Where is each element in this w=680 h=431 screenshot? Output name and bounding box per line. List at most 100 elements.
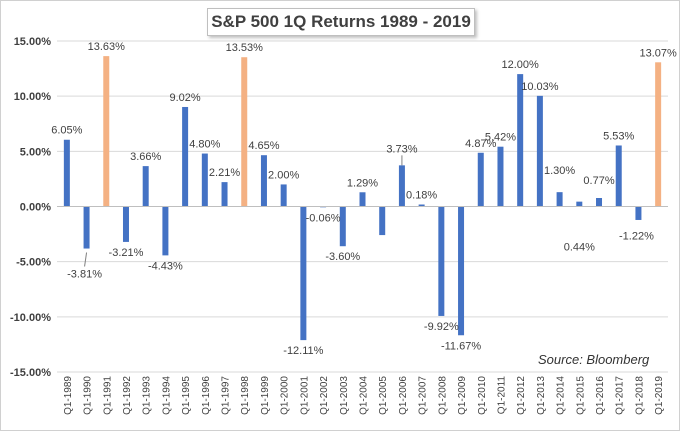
x-tick-label: Q1-2013 bbox=[536, 376, 547, 415]
data-label: 13.63% bbox=[88, 41, 126, 53]
source-note: Source: Bloomberg bbox=[538, 352, 650, 367]
x-tick-label: Q1-1997 bbox=[221, 376, 232, 415]
x-tick-label: Q1-2005 bbox=[378, 376, 389, 415]
data-label: -11.67% bbox=[441, 340, 481, 352]
x-tick-label: Q1-2007 bbox=[418, 376, 429, 415]
data-label: -4.43% bbox=[148, 260, 183, 272]
x-tick-label: Q1-1991 bbox=[102, 376, 113, 415]
bar bbox=[477, 152, 484, 207]
x-tick-label: Q1-2009 bbox=[457, 376, 468, 415]
data-label: -12.11% bbox=[283, 345, 323, 357]
bar bbox=[398, 165, 405, 207]
y-tick-label: -10.00% bbox=[10, 312, 51, 324]
bar bbox=[655, 62, 662, 207]
bar bbox=[241, 57, 248, 207]
data-label: 2.21% bbox=[209, 167, 240, 179]
y-tick-label: -5.00% bbox=[16, 257, 51, 269]
bar bbox=[536, 95, 543, 207]
data-label: -9.92% bbox=[424, 321, 459, 333]
data-label: 4.80% bbox=[189, 139, 220, 151]
x-tick-label: Q1-2015 bbox=[575, 376, 586, 415]
bar bbox=[576, 201, 583, 207]
x-tick-label: Q1-2002 bbox=[319, 376, 330, 415]
data-label: 2.00% bbox=[268, 169, 299, 181]
data-label: 0.18% bbox=[406, 190, 437, 202]
data-label: 13.53% bbox=[226, 42, 264, 54]
x-tick-label: Q1-2018 bbox=[634, 376, 645, 415]
bar bbox=[379, 206, 386, 236]
bar bbox=[122, 206, 129, 242]
data-label: 6.05% bbox=[51, 125, 82, 137]
bar bbox=[359, 192, 366, 207]
bar bbox=[596, 198, 603, 207]
bar bbox=[201, 153, 208, 207]
x-tick-label: Q1-2000 bbox=[280, 376, 291, 415]
bar bbox=[438, 206, 445, 316]
bar bbox=[162, 206, 169, 256]
data-label: -3.21% bbox=[109, 247, 144, 259]
x-tick-label: Q1-2008 bbox=[437, 376, 448, 415]
data-label: 13.07% bbox=[639, 47, 677, 59]
data-label: 3.73% bbox=[386, 143, 417, 155]
bar bbox=[63, 139, 70, 207]
data-label: 10.03% bbox=[521, 81, 559, 93]
bar bbox=[615, 145, 622, 207]
title-box: S&P 500 1Q Returns 1989 - 2019 bbox=[207, 8, 475, 36]
x-tick-label: Q1-2003 bbox=[339, 376, 350, 415]
data-label: -3.81% bbox=[67, 269, 102, 281]
x-tick-label: Q1-2010 bbox=[477, 376, 488, 415]
data-label: -3.60% bbox=[325, 251, 360, 263]
data-label: 4.87% bbox=[465, 138, 496, 150]
data-label: 12.00% bbox=[502, 59, 540, 71]
bar bbox=[556, 192, 563, 207]
bar bbox=[142, 166, 149, 207]
bar bbox=[103, 56, 110, 207]
x-tick-label: Q1-2004 bbox=[359, 376, 370, 415]
data-label: 0.44% bbox=[564, 242, 595, 254]
bar bbox=[280, 184, 287, 207]
data-label: 1.29% bbox=[347, 177, 378, 189]
x-tick-label: Q1-1995 bbox=[181, 376, 192, 415]
data-label: 5.42% bbox=[485, 132, 516, 144]
x-tick-label: Q1-2016 bbox=[595, 376, 606, 415]
x-tick-label: Q1-1990 bbox=[83, 376, 94, 415]
x-tick-label: Q1-2001 bbox=[299, 376, 310, 415]
x-tick-label: Q1-2011 bbox=[496, 376, 507, 415]
x-tick-label: Q1-1989 bbox=[63, 376, 74, 415]
x-tick-label: Q1-2019 bbox=[654, 376, 665, 415]
y-tick-label: 15.00% bbox=[14, 36, 52, 48]
chart-title: S&P 500 1Q Returns 1989 - 2019 bbox=[211, 12, 471, 31]
x-tick-label: Q1-2017 bbox=[615, 376, 626, 415]
data-label: 9.02% bbox=[170, 92, 201, 104]
bar bbox=[260, 155, 267, 207]
x-tick-label: Q1-2014 bbox=[556, 376, 567, 415]
bar bbox=[182, 106, 189, 207]
data-label: 0.77% bbox=[583, 175, 614, 187]
y-tick-label: -15.00% bbox=[10, 367, 51, 379]
bar bbox=[339, 206, 346, 247]
x-tick-label: Q1-2006 bbox=[398, 376, 409, 415]
data-label: -1.22% bbox=[619, 231, 654, 243]
bar bbox=[517, 74, 524, 207]
x-tick-label: Q1-1994 bbox=[161, 376, 172, 415]
bar bbox=[497, 146, 504, 207]
x-tick-label: Q1-1996 bbox=[201, 376, 212, 415]
x-tick-label: Q1-1993 bbox=[142, 376, 153, 415]
x-tick-label: Q1-2012 bbox=[516, 376, 527, 415]
data-label: 4.65% bbox=[248, 140, 279, 152]
bar bbox=[635, 206, 642, 220]
x-tick-label: Q1-1999 bbox=[260, 376, 271, 415]
data-label: -0.06% bbox=[306, 213, 341, 225]
bar bbox=[83, 206, 90, 249]
bar bbox=[458, 206, 465, 336]
x-tick-label: Q1-1998 bbox=[240, 376, 251, 415]
x-tick-label: Q1-1992 bbox=[122, 376, 133, 415]
y-tick-label: 5.00% bbox=[20, 146, 51, 158]
y-tick-label: 0.00% bbox=[20, 202, 51, 214]
bar bbox=[300, 206, 307, 341]
data-label: 3.66% bbox=[130, 151, 161, 163]
data-label: 5.53% bbox=[603, 130, 634, 142]
bar bbox=[418, 204, 425, 207]
data-label: 1.30% bbox=[544, 165, 575, 177]
